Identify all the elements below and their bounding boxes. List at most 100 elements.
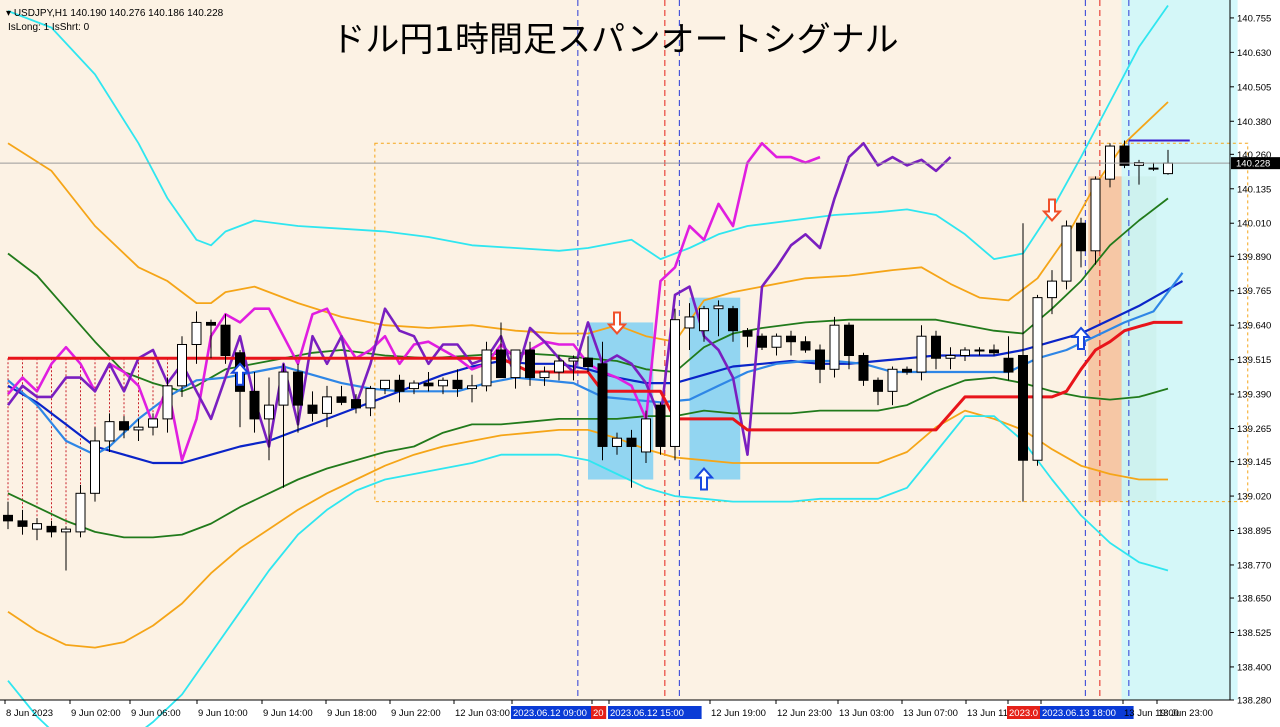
candle-body[interactable] bbox=[452, 379, 463, 390]
candle-body[interactable] bbox=[931, 335, 941, 359]
candle-body[interactable] bbox=[554, 360, 564, 373]
candle-body[interactable] bbox=[438, 379, 448, 387]
candle-body[interactable] bbox=[684, 316, 695, 329]
candle-body[interactable] bbox=[525, 349, 535, 379]
candle-body[interactable] bbox=[699, 308, 709, 332]
price-tick-label: 138.650 bbox=[1237, 594, 1271, 605]
candle-body[interactable] bbox=[1032, 297, 1043, 461]
candle-body[interactable] bbox=[713, 305, 724, 310]
price-tick-label: 140.135 bbox=[1237, 184, 1271, 195]
candle-body[interactable] bbox=[568, 357, 579, 362]
candle-body[interactable] bbox=[46, 525, 57, 533]
candle-body[interactable] bbox=[597, 363, 608, 447]
candle-body[interactable] bbox=[916, 335, 927, 373]
candle-body[interactable] bbox=[670, 319, 680, 447]
candle-body[interactable] bbox=[17, 520, 28, 527]
candle-body[interactable] bbox=[844, 324, 854, 357]
candle-body[interactable] bbox=[1134, 162, 1144, 166]
candle-body[interactable] bbox=[264, 404, 274, 420]
price-tick-label: 139.640 bbox=[1237, 321, 1271, 332]
candle-body[interactable] bbox=[742, 330, 753, 337]
candle-body[interactable] bbox=[191, 321, 202, 345]
candle-body[interactable] bbox=[1076, 222, 1086, 252]
candle-body[interactable] bbox=[119, 421, 129, 431]
candle-body[interactable] bbox=[873, 379, 883, 392]
signal-zone bbox=[1121, 0, 1238, 700]
candle-body[interactable] bbox=[1090, 178, 1101, 252]
candle-body[interactable] bbox=[583, 357, 593, 368]
candle-body[interactable] bbox=[206, 321, 216, 326]
candle-body[interactable] bbox=[612, 437, 622, 447]
candle-body[interactable] bbox=[351, 399, 361, 409]
candle-body[interactable] bbox=[539, 371, 550, 379]
price-tick-label: 140.755 bbox=[1237, 13, 1271, 24]
candle-body[interactable] bbox=[467, 385, 477, 390]
candle-body[interactable] bbox=[786, 335, 796, 343]
candle-body[interactable] bbox=[1163, 162, 1173, 175]
candle-body[interactable] bbox=[1148, 167, 1159, 170]
candle-body[interactable] bbox=[1047, 280, 1057, 299]
candle-body[interactable] bbox=[481, 349, 492, 387]
candle-body[interactable] bbox=[162, 385, 173, 420]
candle-body[interactable] bbox=[800, 341, 811, 351]
indicator-green-band-lower bbox=[7, 376, 1169, 539]
price-tick-label: 139.020 bbox=[1237, 492, 1271, 503]
time-tick-label: 9 Jun 18:00 bbox=[327, 708, 377, 719]
price-tick-label: 140.380 bbox=[1237, 117, 1271, 128]
candle-body[interactable] bbox=[104, 421, 115, 442]
time-tick-label: 8 Jun 2023 bbox=[6, 708, 53, 719]
candle-body[interactable] bbox=[989, 349, 999, 354]
collapse-triangle-icon[interactable]: ▾ bbox=[6, 8, 12, 19]
candle-body[interactable] bbox=[1003, 357, 1014, 373]
candle-body[interactable] bbox=[3, 514, 13, 522]
candle-body[interactable] bbox=[307, 404, 318, 414]
candle-body[interactable] bbox=[974, 349, 985, 352]
candle-body[interactable] bbox=[220, 324, 231, 357]
candle-body[interactable] bbox=[757, 335, 767, 348]
candle-body[interactable] bbox=[771, 335, 782, 348]
price-tick-label: 139.765 bbox=[1237, 286, 1271, 297]
candle-body[interactable] bbox=[510, 349, 521, 379]
candle-body[interactable] bbox=[655, 404, 666, 447]
symbol-info: ▾ USDJPY,H1 140.190 140.276 140.186 140.… bbox=[6, 8, 223, 19]
candle-body[interactable] bbox=[409, 382, 419, 390]
price-tick-label: 139.265 bbox=[1237, 424, 1271, 435]
candle-body[interactable] bbox=[1018, 355, 1028, 461]
candle-body[interactable] bbox=[1119, 145, 1130, 166]
candle-body[interactable] bbox=[496, 349, 506, 379]
candle-body[interactable] bbox=[1061, 225, 1072, 282]
candle-body[interactable] bbox=[148, 418, 158, 428]
candle-body[interactable] bbox=[626, 437, 637, 447]
time-tick-label: 13 Jun 23:00 bbox=[1158, 708, 1213, 719]
time-tick-highlight bbox=[1007, 706, 1045, 719]
candle-body[interactable] bbox=[75, 492, 86, 533]
price-tick-label: 138.770 bbox=[1237, 560, 1271, 571]
candle-body[interactable] bbox=[641, 418, 651, 453]
candle-body[interactable] bbox=[423, 382, 434, 387]
candle-body[interactable] bbox=[887, 368, 898, 392]
candle-body[interactable] bbox=[278, 371, 289, 406]
candle-body[interactable] bbox=[322, 396, 332, 414]
candle-body[interactable] bbox=[945, 355, 956, 359]
candle-body[interactable] bbox=[133, 426, 144, 431]
time-tick-label: 2023.06.12 09:00 bbox=[513, 708, 587, 719]
candle-body[interactable] bbox=[815, 349, 825, 370]
candle-body[interactable] bbox=[336, 396, 347, 403]
candle-body[interactable] bbox=[90, 440, 100, 494]
candle-body[interactable] bbox=[61, 528, 71, 533]
price-tick-label: 138.280 bbox=[1237, 696, 1271, 707]
candle-body[interactable] bbox=[829, 324, 840, 370]
candle-body[interactable] bbox=[249, 390, 260, 420]
candle-body[interactable] bbox=[960, 349, 970, 357]
candle-body[interactable] bbox=[902, 368, 912, 373]
candle-body[interactable] bbox=[365, 388, 376, 409]
candle-body[interactable] bbox=[380, 379, 390, 390]
candle-body[interactable] bbox=[177, 343, 187, 387]
candle-body[interactable] bbox=[1105, 145, 1115, 180]
candle-body[interactable] bbox=[728, 308, 738, 332]
candle-body[interactable] bbox=[858, 355, 869, 381]
candle-body[interactable] bbox=[32, 523, 42, 530]
candle-body[interactable] bbox=[293, 371, 303, 406]
candle-body[interactable] bbox=[394, 379, 405, 392]
